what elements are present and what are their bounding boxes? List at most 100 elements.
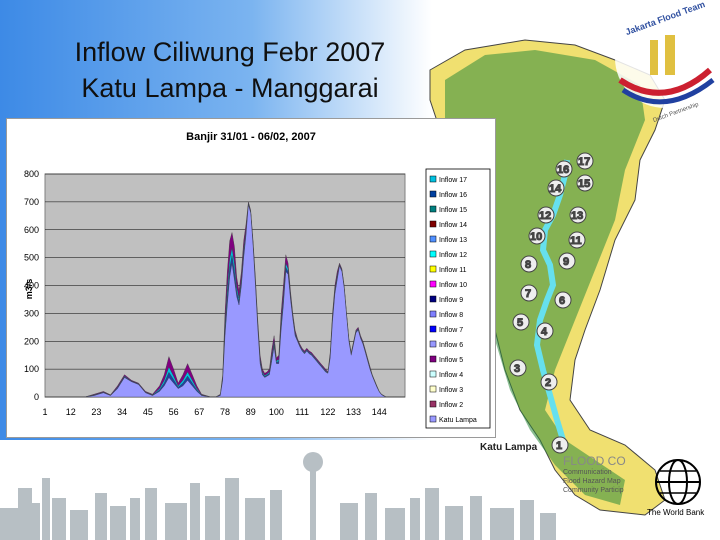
legend-swatch (429, 265, 437, 273)
station-5-number: 5 (517, 317, 523, 329)
world-bank-globe-icon (655, 459, 701, 505)
y-tick-label: 200 (24, 336, 39, 346)
station-16: 16 (555, 160, 573, 178)
legend-swatch (429, 235, 437, 243)
station-10: 10 (528, 227, 546, 245)
station-7-number: 7 (525, 288, 531, 300)
flood-line-2: Communication (563, 469, 612, 476)
x-tick-label: 56 (169, 407, 179, 417)
station-16-number: 16 (557, 164, 569, 176)
map-river-lower (554, 419, 566, 441)
x-tick-label: 100 (269, 407, 284, 417)
legend-label: Inflow 16 (439, 192, 467, 199)
station-10-number: 10 (530, 231, 542, 243)
y-tick-label: 600 (24, 225, 39, 235)
legend-items: Inflow 17 Inflow 16 Inflow 15 Inflow 14 Infl… (429, 175, 477, 424)
station-14-number: 14 (549, 183, 562, 195)
legend-label: Inflow 7 (439, 327, 463, 334)
y-tick-labels: 0 100 200 300 400 500 600 700 800 (24, 169, 39, 402)
legend-label: Inflow 8 (439, 312, 463, 319)
legend-label: Inflow 5 (439, 357, 463, 364)
legend-swatch (429, 295, 437, 303)
legend-label: Inflow 11 (439, 267, 467, 274)
chart-panel: Banjir 31/01 - 06/02, 2007 m3/s 0 100 200 3… (6, 118, 496, 438)
x-tick-label: 34 (117, 407, 127, 417)
x-tick-label: 23 (91, 407, 101, 417)
x-tick-label: 67 (194, 407, 204, 417)
legend-swatch (429, 310, 437, 318)
station-15-number: 15 (578, 178, 590, 190)
y-tick-label: 300 (24, 308, 39, 318)
legend-label: Inflow 15 (439, 207, 467, 214)
station-13-number: 13 (571, 210, 583, 222)
slide-title: Inflow Ciliwung Febr 2007 Katu Lampa - M… (20, 34, 440, 106)
x-tick-label: 1 (42, 407, 47, 417)
station-12-number: 12 (539, 210, 551, 222)
legend-swatch (429, 205, 437, 213)
station-13: 13 (569, 206, 587, 224)
title-line-2: Katu Lampa - Manggarai (81, 73, 379, 103)
x-tick-label: 133 (346, 407, 361, 417)
station-14: 14 (547, 179, 565, 197)
station-9: 9 (558, 252, 576, 270)
x-tick-label: 144 (372, 407, 387, 417)
x-tick-label: 122 (320, 407, 335, 417)
flood-line-4: Community Particip (563, 487, 624, 494)
legend-swatch (429, 325, 437, 333)
y-tick-label: 800 (24, 169, 39, 179)
x-tick-label: 89 (246, 407, 256, 417)
station-9-number: 9 (563, 256, 569, 268)
map-river (533, 159, 570, 421)
inflow-area-chart: Banjir 31/01 - 06/02, 2007 m3/s 0 100 200 3… (24, 131, 491, 429)
x-tick-label: 12 (66, 407, 76, 417)
station-8: 8 (520, 255, 538, 273)
legend-label: Inflow 13 (439, 237, 467, 244)
y-tick-label: 700 (24, 197, 39, 207)
station-11-number: 11 (570, 235, 582, 247)
world-bank-label: The World Bank (647, 508, 705, 517)
station-2-number: 2 (545, 377, 551, 389)
station-12: 12 (537, 206, 555, 224)
station-17-number: 17 (578, 156, 590, 168)
legend-label: Inflow 6 (439, 342, 463, 349)
legend-label: Inflow 9 (439, 297, 463, 304)
legend-label: Inflow 2 (439, 402, 463, 409)
legend-swatch (429, 280, 437, 288)
chart-areas (45, 201, 405, 398)
legend-swatch (429, 355, 437, 363)
katu-lampa-label: Katu Lampa (480, 442, 538, 453)
station-3-number: 3 (514, 363, 520, 375)
x-tick-labels: 1 12 23 34 45 56 67 78 89 100 111 122 133 144 (42, 407, 386, 417)
area-katu-lampa (45, 204, 405, 398)
title-line-1: Inflow Ciliwung Febr 2007 (74, 37, 386, 67)
y-tick-label: 0 (34, 392, 39, 402)
flood-line-3: Flood Hazard Map (563, 478, 621, 485)
station-2: 2 (540, 373, 558, 391)
legend-swatch (429, 250, 437, 258)
y-tick-label: 100 (24, 364, 39, 374)
legend-swatch (429, 190, 437, 198)
station-1-number: 1 (556, 440, 562, 452)
chart-title: Banjir 31/01 - 06/02, 2007 (186, 131, 316, 143)
legend-swatch (429, 175, 437, 183)
station-1: 1 (551, 436, 569, 454)
y-tick-label: 500 (24, 253, 39, 263)
legend-swatch (429, 415, 437, 423)
legend-label: Inflow 3 (439, 387, 463, 394)
station-17: 17 (576, 152, 594, 170)
station-11: 11 (568, 231, 586, 249)
y-tick-label: 400 (24, 281, 39, 291)
legend-label: Inflow 4 (439, 372, 463, 379)
station-8-number: 8 (525, 259, 531, 271)
station-4: 4 (536, 322, 554, 340)
legend-label: Inflow 17 (439, 177, 467, 184)
y-axis-label: m3/s (24, 279, 34, 300)
station-7: 7 (520, 284, 538, 302)
station-markers: 1 2 3 4 5 6 7 8 9 10 11 12 13 14 15 16 1… (509, 152, 594, 454)
city-skyline (0, 452, 556, 540)
station-6-number: 6 (559, 295, 565, 307)
legend-swatch (429, 385, 437, 393)
legend-label: Inflow 14 (439, 222, 467, 229)
station-15: 15 (576, 174, 594, 192)
station-6: 6 (554, 291, 572, 309)
